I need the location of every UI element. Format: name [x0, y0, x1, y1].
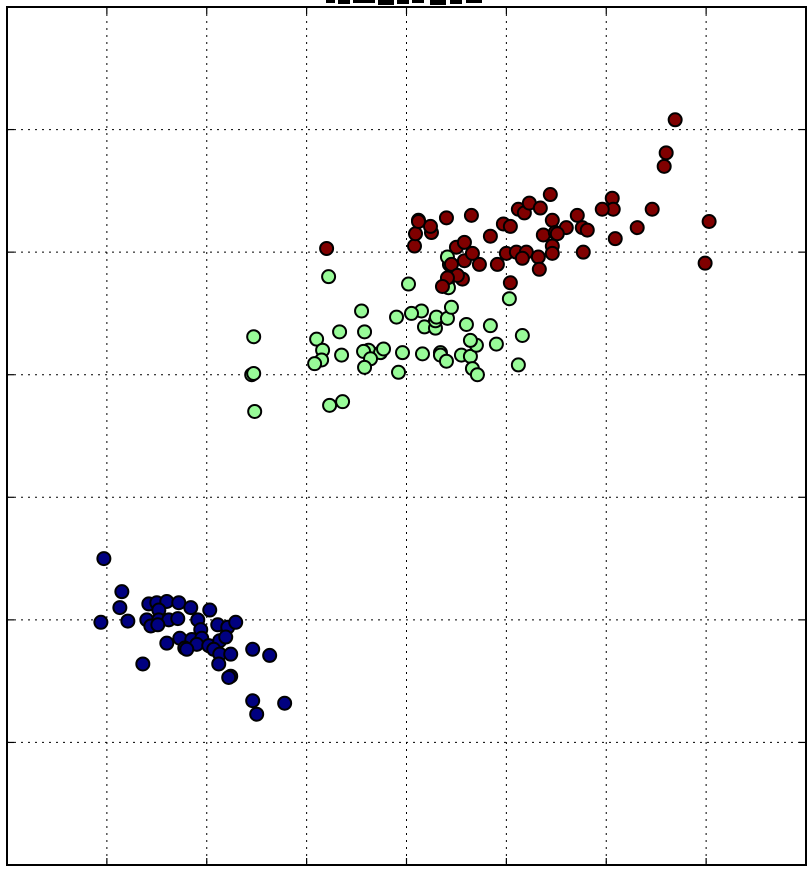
data-point-series-3: [575, 244, 591, 260]
data-point-series-3: [542, 187, 558, 203]
data-point-series-2: [246, 365, 262, 381]
data-point-series-3: [656, 158, 672, 174]
data-point-series-1: [93, 614, 109, 630]
data-point-series-1: [221, 669, 237, 685]
data-point-series-1: [183, 600, 199, 616]
data-point-series-1: [211, 656, 227, 672]
grid-lines: [7, 7, 806, 865]
data-point-series-3: [530, 249, 546, 265]
data-point-series-1: [112, 600, 128, 616]
data-point-series-2: [458, 316, 474, 332]
data-point-series-3: [502, 275, 518, 291]
data-point-series-2: [488, 336, 504, 352]
data-point-series-3: [531, 261, 547, 277]
data-point-series-3: [667, 112, 683, 128]
data-point-series-2: [469, 367, 485, 383]
data-point-series-2: [482, 318, 498, 334]
data-point-series-1: [96, 551, 112, 567]
data-point-series-3: [463, 207, 479, 223]
data-point-series-2: [309, 331, 325, 347]
data-point-series-3: [514, 250, 530, 266]
data-point-series-2: [332, 324, 348, 340]
data-point-series-3: [434, 278, 450, 294]
data-point-series-3: [644, 201, 660, 217]
data-point-series-1: [245, 693, 261, 709]
data-point-series-2: [322, 397, 338, 413]
data-point-series-1: [170, 611, 186, 627]
data-point-series-2: [400, 276, 416, 292]
data-point-series-1: [159, 635, 175, 651]
data-point-series-3: [502, 218, 518, 234]
data-point-series-2: [335, 394, 351, 410]
data-point-series-3: [569, 207, 585, 223]
data-point-series-3: [697, 255, 713, 271]
data-point-series-3: [456, 234, 472, 250]
data-point-series-2: [389, 309, 405, 325]
data-point-series-2: [321, 269, 337, 285]
data-point-series-2: [307, 356, 323, 372]
data-point-series-2: [391, 364, 407, 380]
data-point-series-3: [549, 226, 565, 242]
data-point-series-3: [406, 238, 422, 254]
data-point-series-3: [579, 222, 595, 238]
data-point-series-2: [443, 299, 459, 315]
data-point-series-1: [120, 613, 136, 629]
data-point-series-2: [414, 346, 430, 362]
data-point-series-2: [403, 305, 419, 321]
data-points: [93, 112, 717, 722]
data-point-series-2: [376, 341, 392, 357]
data-point-series-2: [334, 347, 350, 363]
data-point-series-2: [462, 332, 478, 348]
data-point-series-2: [247, 403, 263, 419]
data-point-series-1: [277, 695, 293, 711]
data-point-series-3: [410, 214, 426, 229]
data-point-series-3: [482, 228, 498, 244]
data-point-series-3: [489, 256, 505, 272]
data-point-series-3: [701, 214, 717, 229]
data-point-series-3: [407, 226, 423, 242]
data-point-series-1: [228, 614, 244, 630]
data-point-series-2: [357, 359, 373, 375]
data-point-series-1: [114, 584, 130, 600]
data-point-series-3: [319, 240, 335, 256]
data-point-series-3: [629, 220, 645, 236]
data-point-series-3: [544, 245, 560, 261]
data-point-series-1: [223, 646, 239, 662]
data-point-series-3: [535, 227, 551, 243]
data-point-series-3: [658, 145, 674, 161]
data-point-series-1: [249, 706, 265, 722]
data-point-series-3: [438, 210, 454, 226]
data-point-series-2: [395, 345, 411, 361]
data-point-series-3: [443, 256, 459, 272]
data-point-series-2: [354, 303, 370, 319]
data-point-series-3: [464, 245, 480, 261]
data-point-series-3: [607, 231, 623, 247]
data-point-series-2: [501, 291, 517, 307]
data-point-series-1: [135, 656, 151, 672]
data-point-series-3: [471, 256, 487, 272]
data-point-series-2: [514, 327, 530, 343]
data-point-series-1: [262, 647, 278, 663]
data-point-series-2: [357, 324, 373, 340]
data-point-series-3: [544, 212, 560, 228]
data-point-series-2: [246, 329, 262, 345]
plot-frame: [6, 6, 807, 866]
chart-title-fragment: [326, 0, 482, 5]
data-point-series-1: [202, 602, 218, 618]
data-point-series-1: [150, 617, 166, 633]
axis-ticks: [7, 7, 806, 865]
data-point-series-2: [438, 353, 454, 369]
data-point-series-2: [510, 357, 526, 373]
data-point-series-1: [218, 629, 234, 645]
data-point-series-1: [245, 641, 261, 657]
data-point-series-1: [179, 641, 195, 657]
data-point-series-3: [532, 200, 548, 216]
data-point-series-3: [594, 201, 610, 217]
